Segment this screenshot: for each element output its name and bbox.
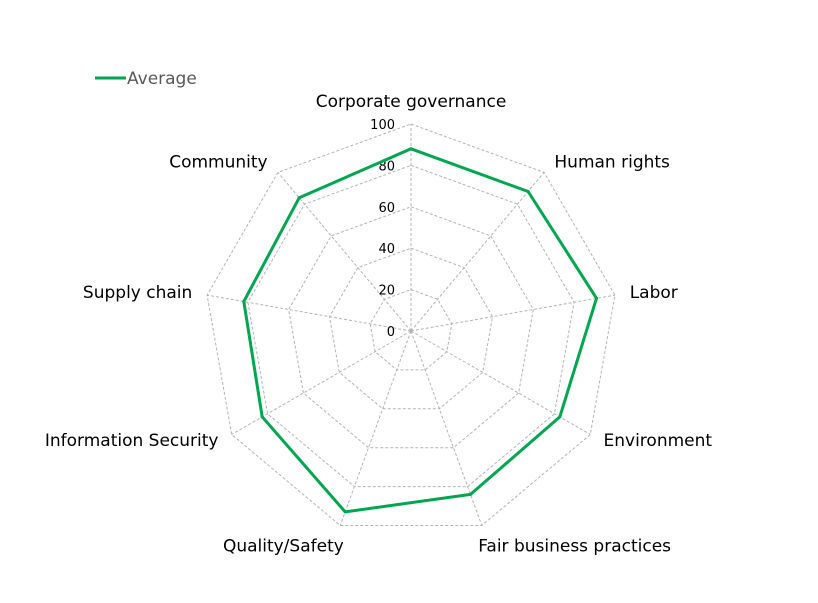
tick-label: 0 [387, 325, 395, 340]
data-point [558, 415, 562, 419]
data-point [242, 300, 246, 303]
legend-label-average: Average [127, 69, 197, 89]
grid-layer [206, 123, 616, 526]
series-layer [242, 147, 598, 514]
data-point [297, 196, 301, 200]
data-point [409, 147, 413, 151]
data-point [595, 296, 598, 300]
category-label: Corporate governance [316, 92, 507, 112]
data-point [343, 510, 347, 514]
legend: Average [95, 69, 197, 89]
grid-ring-60 [288, 206, 534, 449]
tick-label: 40 [378, 242, 395, 257]
axis-spoke [207, 294, 412, 332]
axis-spoke [410, 294, 615, 332]
tick-label-layer: 0 20 40 60 80 100 [370, 118, 395, 340]
grid-ring-100 [206, 123, 616, 526]
grid-ring-20 [369, 289, 453, 371]
category-label: Fair business practices [478, 537, 671, 557]
data-point [260, 415, 264, 419]
data-point [469, 492, 472, 496]
category-label: Environment [604, 431, 713, 451]
category-label: Supply chain [83, 283, 192, 303]
category-label-layer: Corporate governance Human rights Labor Env… [45, 92, 713, 557]
axis-spoke [339, 330, 412, 526]
series-line-average [242, 147, 598, 514]
tick-label: 100 [370, 118, 395, 133]
category-label: Labor [630, 283, 678, 303]
category-label: Community [169, 153, 267, 173]
tick-label: 80 [378, 159, 395, 174]
tick-label: 20 [378, 284, 395, 299]
tick-label: 60 [378, 201, 395, 216]
category-label: Information Security [45, 431, 219, 451]
axis-spoke [410, 172, 545, 332]
data-point [526, 190, 530, 193]
axis-spoke [231, 330, 412, 435]
category-label: Human rights [554, 153, 670, 173]
category-label: Quality/Safety [223, 537, 344, 557]
axis-spoke [410, 330, 591, 435]
